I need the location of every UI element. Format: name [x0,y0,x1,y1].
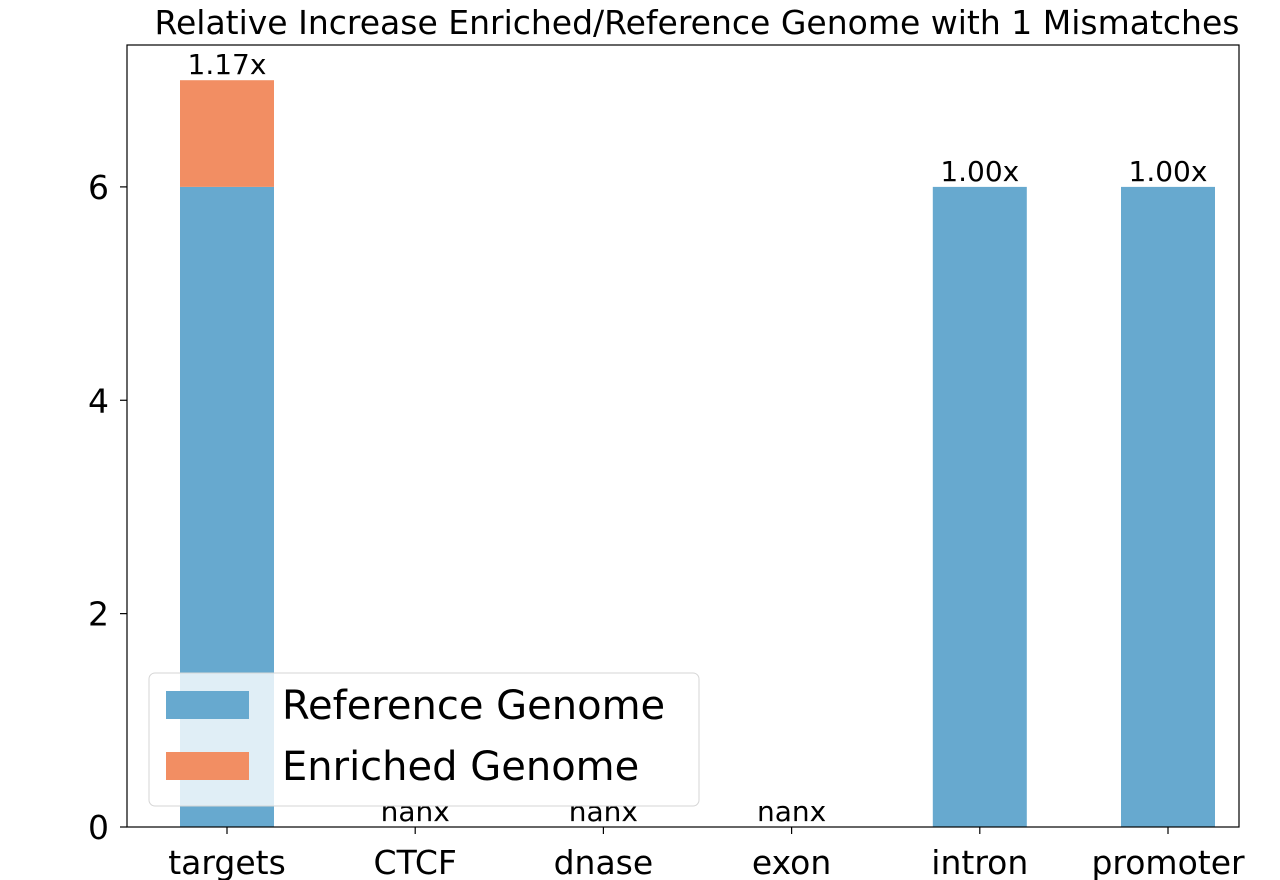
chart-title: Relative Increase Enriched/Reference Gen… [155,3,1240,42]
bars [180,80,1215,827]
x-tick-label-exon: exon [752,843,831,880]
y-tick-label: 0 [88,808,109,847]
bar-label-promoter: 1.00x [1129,155,1208,188]
legend-swatch-enriched-genome [166,752,249,780]
bar-label-intron: 1.00x [940,155,1019,188]
legend-swatch-reference-genome [166,691,249,719]
x-tick-label-intron: intron [931,843,1028,880]
x-axis: targets CTCF dnase exon intron promoter [168,827,1245,880]
legend-label-reference-genome: Reference Genome [282,683,665,729]
y-axis: 0 2 4 6 [88,168,127,847]
x-tick-label-promoter: promoter [1091,843,1245,880]
y-tick-label: 6 [88,168,109,207]
x-tick-label-dnase: dnase [554,843,654,880]
legend-label-enriched-genome: Enriched Genome [282,744,639,790]
bar-promoter-reference-genome [1121,186,1215,827]
y-tick-label: 2 [88,595,109,634]
bar-targets-enriched-genome [180,80,274,187]
bar-intron-reference-genome [932,186,1027,827]
bar-label-exon: nanx [757,795,826,828]
x-tick-label-targets: targets [168,843,286,880]
plot-frame [126,44,1240,828]
x-tick-label-ctcf: CTCF [374,843,457,880]
legend: Reference Genome Enriched Genome [148,672,700,807]
bar-label-targets: 1.17x [188,48,267,81]
y-tick-label: 4 [88,381,109,420]
legend-box [148,672,700,807]
